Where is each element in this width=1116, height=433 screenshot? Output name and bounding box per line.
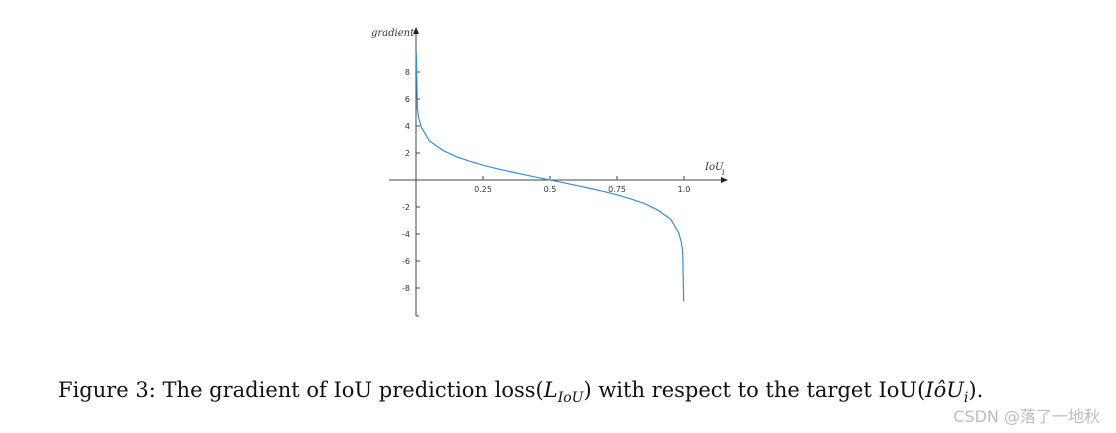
axes xyxy=(389,27,728,317)
y-axis-arrow xyxy=(413,27,419,34)
y-ticks: 8 6 4 2 -2 -4 -6 -8 xyxy=(402,68,420,293)
caption-text-2: ) with respect to the target IoU( xyxy=(583,378,926,402)
caption-loss-symbol: L xyxy=(543,378,558,402)
y-tick-label: 4 xyxy=(405,122,410,131)
x-axis-arrow xyxy=(721,177,728,183)
gradient-curve xyxy=(415,51,685,302)
caption-target-subscript: i xyxy=(963,390,969,406)
figure-caption: Figure 3: The gradient of IoU prediction… xyxy=(58,378,1058,406)
y-tick-label: -2 xyxy=(402,203,410,212)
caption-prefix: Figure 3: xyxy=(58,378,156,402)
x-tick-label: 1.0 xyxy=(678,185,691,194)
x-axis-label: IoU xyxy=(704,162,724,173)
x-axis-label-subscript: i xyxy=(722,168,725,177)
y-tick-label: -6 xyxy=(402,257,410,266)
y-tick-label: -8 xyxy=(402,284,410,293)
y-tick-label: 6 xyxy=(405,95,410,104)
x-tick-label: 0.5 xyxy=(544,185,557,194)
caption-loss-subscript: IoU xyxy=(557,390,584,406)
caption-target-symbol: IôU xyxy=(925,378,964,402)
caption-text-3: ). xyxy=(968,378,984,402)
x-tick-label: 0.25 xyxy=(474,185,492,194)
y-axis-label: gradient xyxy=(371,28,415,39)
caption-text-1: The gradient of IoU prediction loss( xyxy=(162,378,544,402)
watermark: CSDN @落了一地秋 xyxy=(953,407,1100,426)
y-tick-label: -4 xyxy=(402,230,410,239)
x-ticks: 0.25 0.5 0.75 1.0 xyxy=(474,176,690,194)
y-tick-label: 8 xyxy=(405,68,410,77)
y-tick-label: 2 xyxy=(405,149,410,158)
x-tick-label: 0.75 xyxy=(608,185,626,194)
